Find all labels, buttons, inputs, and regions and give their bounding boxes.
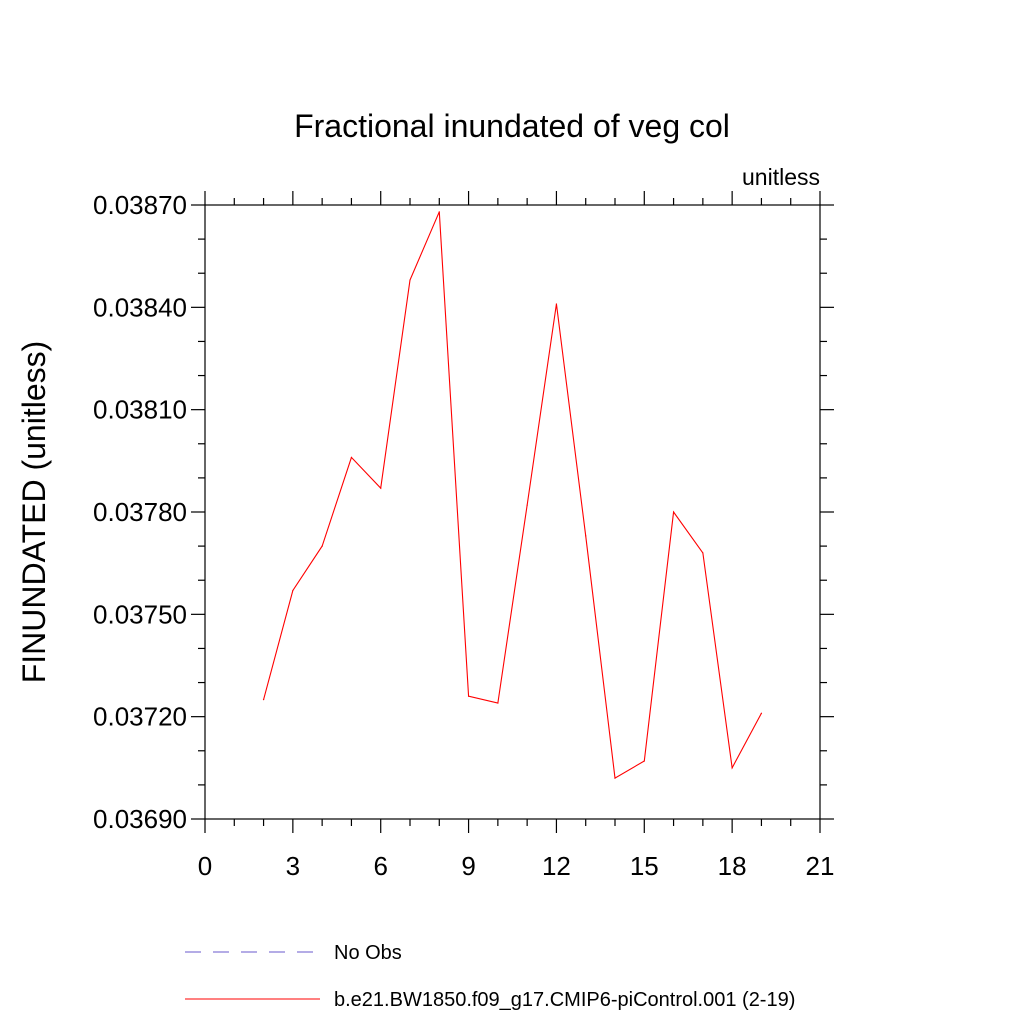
x-tick-label: 18 — [718, 851, 747, 881]
data-point — [497, 702, 499, 704]
data-point — [292, 589, 294, 592]
x-tick-label: 21 — [806, 851, 835, 881]
x-tick-label: 3 — [286, 851, 300, 881]
data-point — [350, 456, 353, 459]
series-lines — [262, 211, 763, 779]
x-tick-label: 6 — [373, 851, 387, 881]
data-point — [467, 695, 470, 697]
x-tick-label: 15 — [630, 851, 659, 881]
chart-title: Fractional inundated of veg col — [294, 108, 730, 144]
data-point — [702, 552, 704, 554]
x-tick-label: 0 — [198, 851, 212, 881]
y-tick-label: 0.03690 — [93, 804, 187, 834]
data-point — [380, 487, 382, 489]
axis-tick-labels: 0 3 6 9 12 15 18 21 0.03690 0.03720 0.03750 0.03780… — [93, 190, 834, 881]
legend-label: No Obs — [334, 942, 402, 964]
series-line — [263, 211, 762, 779]
x-tick-label: 9 — [461, 851, 475, 881]
y-tick-label: 0.03720 — [93, 702, 187, 732]
plot-frame — [204, 204, 821, 820]
data-point — [614, 777, 616, 779]
axis-ticks — [191, 191, 834, 833]
y-tick-label: 0.03870 — [93, 190, 187, 220]
data-point — [731, 767, 733, 769]
data-point — [760, 712, 763, 714]
legend: No Obs b.e21.BW1850.f09_g17.CMIP6-piContr… — [185, 942, 795, 1011]
data-point — [409, 279, 411, 281]
data-point — [321, 545, 323, 547]
data-point — [555, 303, 558, 305]
data-point — [585, 535, 587, 537]
data-point — [526, 504, 528, 506]
units-label: unitless — [742, 164, 820, 190]
y-axis-label: FINUNDATED (unitless) — [16, 341, 52, 684]
y-tick-label: 0.03780 — [93, 497, 187, 527]
y-tick-label: 0.03840 — [93, 292, 187, 322]
data-point — [643, 760, 645, 762]
data-point — [438, 211, 440, 213]
y-tick-label: 0.03810 — [93, 395, 187, 425]
legend-label: b.e21.BW1850.f09_g17.CMIP6-piControl.001… — [334, 989, 795, 1011]
y-tick-label: 0.03750 — [93, 599, 187, 629]
x-tick-label: 12 — [542, 851, 571, 881]
data-point — [672, 511, 675, 513]
data-point — [262, 699, 265, 701]
